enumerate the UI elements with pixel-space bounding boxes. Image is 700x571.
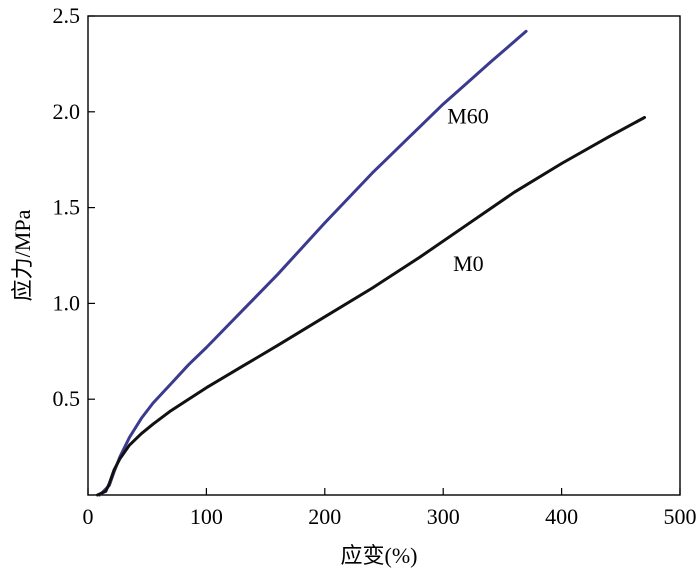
x-tick-label: 100 [190,504,223,529]
y-tick-label: 2.5 [53,3,81,28]
series-label-m60: M60 [447,104,489,129]
series-layer [96,29,646,497]
y-axis-title: 应力/MPa [10,209,35,301]
series-label-m0: M0 [453,251,484,276]
series-line-m0 [96,116,646,497]
y-tick-label: 2.0 [53,99,81,124]
plot-frame [87,15,681,496]
series-line-m60 [98,29,528,497]
x-tick-label: 200 [308,504,341,529]
y-tick-label: 0.5 [53,386,81,411]
labels-layer: 应变(%) 应力/MPa M60 M0 [10,104,489,568]
axes-layer: 0 100 200 300 400 500 0.5 1.0 1.5 2.0 2.5 [53,3,697,529]
y-tick-label: 1.5 [53,195,81,220]
x-axis-title: 应变(%) [341,543,418,568]
x-tick-label: 500 [664,504,697,529]
x-tick-label: 300 [427,504,460,529]
x-tick-label: 400 [545,504,578,529]
x-tick-label: 0 [83,504,94,529]
y-tick-label: 1.0 [53,290,81,315]
